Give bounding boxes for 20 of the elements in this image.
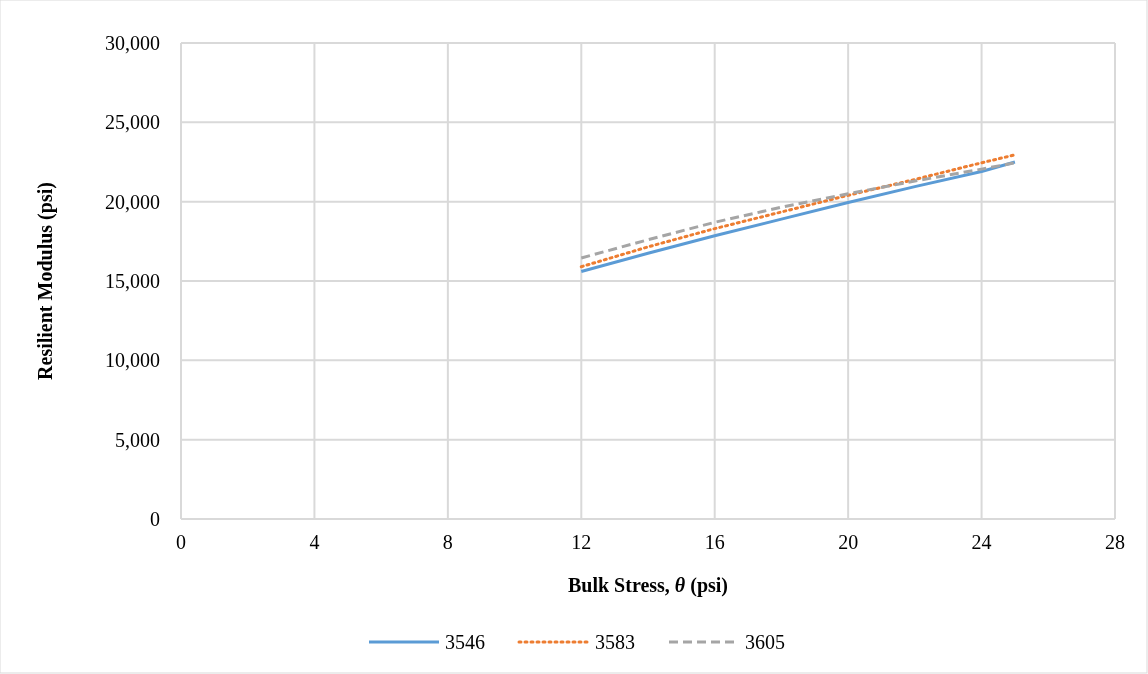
x-tick-label: 0 bbox=[176, 531, 186, 553]
y-tick-label: 10,000 bbox=[105, 349, 160, 372]
y-tick-label: 15,000 bbox=[105, 270, 160, 292]
x-tick-label: 8 bbox=[442, 531, 453, 553]
y-tick-label: 30,000 bbox=[105, 32, 160, 54]
x-tick-label: 24 bbox=[971, 531, 992, 553]
y-tick-label: 25,000 bbox=[105, 111, 160, 134]
x-axis-title: Bulk Stress, θ (psi) bbox=[567, 574, 729, 597]
legend-label: 3546 bbox=[445, 631, 485, 653]
x-tick-label: 4 bbox=[309, 531, 320, 553]
x-tick-label: 12 bbox=[571, 531, 592, 553]
y-tick-label: 0 bbox=[150, 508, 160, 530]
legend-label: 3583 bbox=[595, 631, 635, 653]
y-tick-label: 20,000 bbox=[105, 190, 160, 213]
x-tick-label: 20 bbox=[838, 531, 859, 553]
legend-label: 3605 bbox=[745, 631, 785, 653]
x-tick-label: 16 bbox=[704, 531, 725, 553]
y-tick-label: 5,000 bbox=[115, 428, 160, 451]
x-tick-label: 28 bbox=[1105, 531, 1125, 553]
y-axis-title: Resilient Modulus (psi) bbox=[34, 182, 57, 380]
